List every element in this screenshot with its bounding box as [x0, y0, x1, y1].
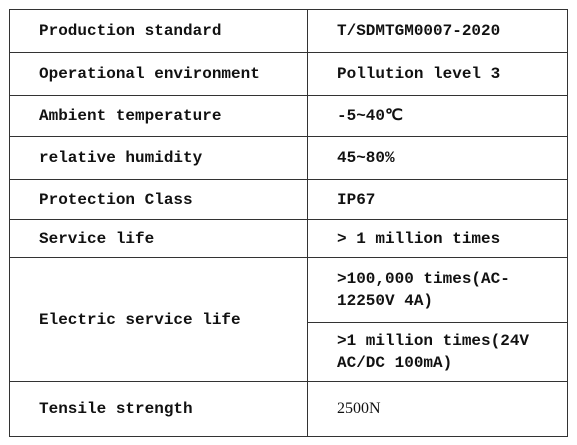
- row-value: Pollution level 3: [307, 52, 568, 96]
- row-value: T/SDMTGM0007-2020: [307, 9, 568, 53]
- table-row: Protection Class IP67: [9, 179, 568, 220]
- table-row: Production standard T/SDMTGM0007-2020: [9, 9, 568, 53]
- row-value: >100,000 times(AC-12250V 4A): [307, 257, 568, 323]
- table-row: relative humidity 45~80%: [9, 136, 568, 180]
- table-row: Operational environment Pollution level 3: [9, 52, 568, 96]
- table-body: Production standard T/SDMTGM0007-2020 Oper…: [9, 9, 568, 437]
- row-value: > 1 million times: [307, 219, 568, 258]
- table-row: Service life > 1 million times: [9, 219, 568, 258]
- row-value: 2500N: [307, 381, 568, 437]
- row-label: Service life: [9, 219, 308, 258]
- table-row: Electric service life >100,000 times(AC-1…: [9, 257, 568, 382]
- row-value: 45~80%: [307, 136, 568, 180]
- row-value: >1 million times(24V AC/DC 100mA): [307, 322, 568, 382]
- spec-table: Production standard T/SDMTGM0007-2020 Oper…: [9, 9, 568, 437]
- row-label: Production standard: [9, 9, 308, 53]
- row-label: Protection Class: [9, 179, 308, 220]
- table-row: Tensile strength 2500N: [9, 381, 568, 437]
- row-label: Tensile strength: [9, 381, 308, 437]
- row-label: Electric service life: [9, 257, 308, 382]
- table-row: >1 million times(24V AC/DC 100mA): [10, 322, 568, 382]
- row-label: Operational environment: [9, 52, 308, 96]
- row-label: Ambient temperature: [9, 95, 308, 137]
- row-label: relative humidity: [9, 136, 308, 180]
- row-value: -5~40℃: [307, 95, 568, 137]
- row-value: IP67: [307, 179, 568, 220]
- table-row: Ambient temperature -5~40℃: [9, 95, 568, 137]
